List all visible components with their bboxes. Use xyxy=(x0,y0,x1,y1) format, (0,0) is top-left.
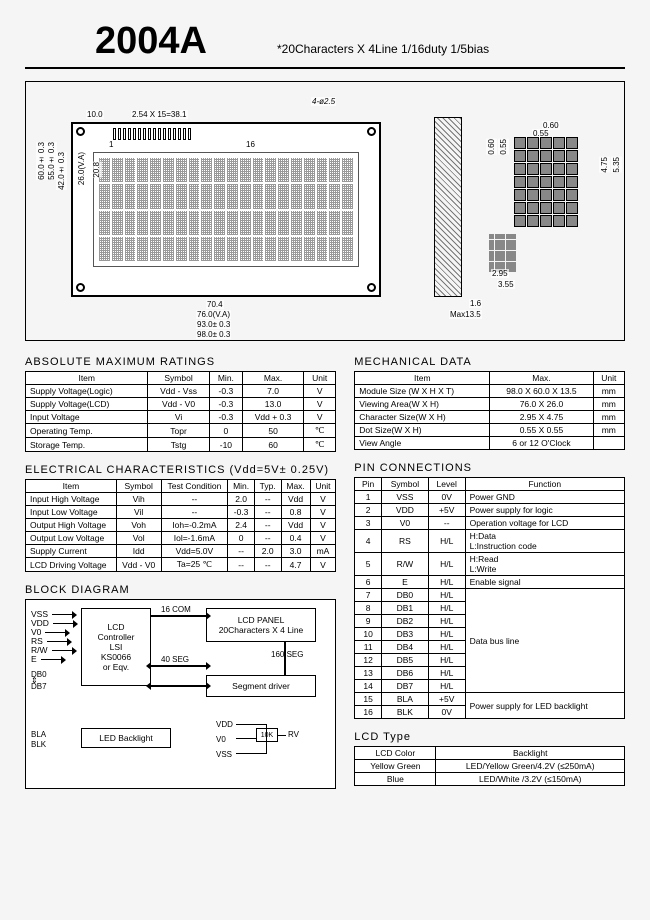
section-title: LCD Type xyxy=(354,731,625,743)
title: 2004A xyxy=(95,20,207,63)
dim: 1.6 xyxy=(469,299,482,308)
elec-table: ItemSymbolTest ConditionMin.Typ.Max.Unit… xyxy=(25,479,336,572)
label: VSS xyxy=(216,750,232,759)
header: 2004A *20Characters X 4Line 1/16duty 1/5… xyxy=(25,20,625,69)
controller: LCD Controller LSI KS0066 or Eqv. xyxy=(81,608,151,686)
label: VDD xyxy=(216,720,233,729)
label: 160 SEG xyxy=(271,650,303,659)
dim: 42.0± 0.3 xyxy=(56,152,67,190)
dim: Max13.5 xyxy=(449,310,482,319)
dim: 0.60 xyxy=(486,139,497,155)
dim: 76.0(V.A) xyxy=(196,310,231,319)
label: DB0 ⇕ DB7 xyxy=(31,672,47,690)
block-diagram: VSSVDDV0RSR/WE LCD Controller LSI KS0066… xyxy=(25,599,336,789)
label: 16 COM xyxy=(161,605,191,614)
section-title: ELECTRICAL CHARACTERISTICS (Vdd=5V± 0.25… xyxy=(25,464,336,476)
subtitle: *20Characters X 4Line 1/16duty 1/5bias xyxy=(277,42,489,56)
backlight: LED Backlight xyxy=(81,728,171,748)
section-title: PIN CONNECTIONS xyxy=(354,462,625,474)
segdriver: Segment driver xyxy=(206,675,316,697)
label: 40 SEG xyxy=(161,655,189,664)
mechanical-drawing: 10.0 2.54 X 15=38.1 4-ø2.5 1 16 60.0± 0.… xyxy=(25,81,625,341)
mech-table: ItemMax.UnitModule Size (W X H X T)98.0 … xyxy=(354,371,625,450)
section-title: MECHANICAL DATA xyxy=(354,356,625,368)
dim: 20.8 xyxy=(91,162,102,178)
section-title: BLOCK DIAGRAM xyxy=(25,584,336,596)
section-title: ABSOLUTE MAXIMUM RATINGS xyxy=(25,356,336,368)
dim: 16 xyxy=(245,140,256,149)
dim: 93.0± 0.3 xyxy=(196,320,231,329)
label: BLK xyxy=(31,740,46,749)
dim: 10.0 xyxy=(86,110,104,119)
dim: 1 xyxy=(108,140,114,149)
dim: 4-ø2.5 xyxy=(311,97,336,106)
lcdtype-table: LCD ColorBacklightYellow GreenLED/Yellow… xyxy=(354,746,625,786)
panel: LCD PANEL 20Characters X 4 Line xyxy=(206,608,316,642)
dim: 26.0(V.A) xyxy=(76,152,87,185)
dim: 0.55 xyxy=(498,139,509,155)
dim: 2.54 X 15=38.1 xyxy=(131,110,188,119)
dim: 70.4 xyxy=(206,300,224,309)
pot: 10K xyxy=(256,728,278,742)
dim: 3.55 xyxy=(497,280,515,289)
abs-max-table: ItemSymbolMin.Max.UnitSupply Voltage(Log… xyxy=(25,371,336,452)
label: V0 xyxy=(216,735,226,744)
content-columns: ABSOLUTE MAXIMUM RATINGS ItemSymbolMin.M… xyxy=(25,356,625,798)
label: BLA xyxy=(31,730,46,739)
pins-table: PinSymbolLevelFunction1VSS0VPower GND2VD… xyxy=(354,477,625,719)
dim: 98.0± 0.3 xyxy=(196,330,231,339)
label: RV xyxy=(288,730,299,739)
dim: 2.95 xyxy=(491,269,509,278)
